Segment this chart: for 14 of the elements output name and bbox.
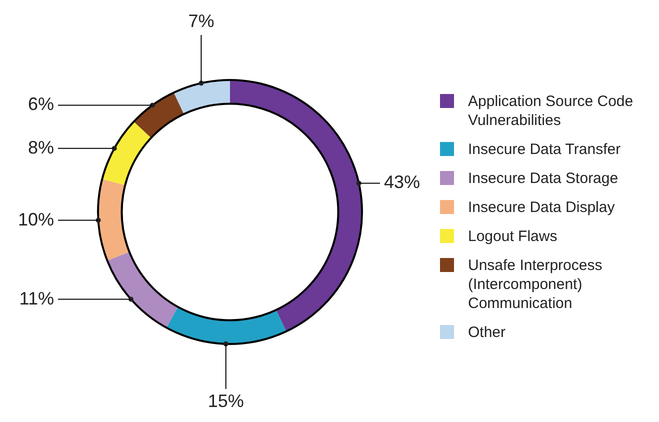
data-label: 10%	[18, 209, 54, 230]
legend-label: Insecure Data Display	[468, 198, 615, 217]
legend-label: Other	[468, 323, 506, 342]
legend-label: Logout Flaws	[468, 227, 558, 246]
legend-label: Insecure Data Storage	[468, 169, 618, 188]
data-label: 8%	[28, 137, 54, 158]
data-label: 7%	[188, 10, 214, 31]
legend-label: Application Source Code Vulnerabilities	[468, 92, 634, 130]
data-label: 15%	[208, 390, 244, 411]
data-label: 11%	[19, 288, 54, 308]
data-label: 43%	[384, 172, 420, 192]
legend-label: Insecure Data Transfer	[468, 140, 621, 159]
legend-label: Unsafe Interprocess (Intercomponent) Communication	[468, 256, 604, 313]
data-label: 6%	[28, 94, 54, 114]
